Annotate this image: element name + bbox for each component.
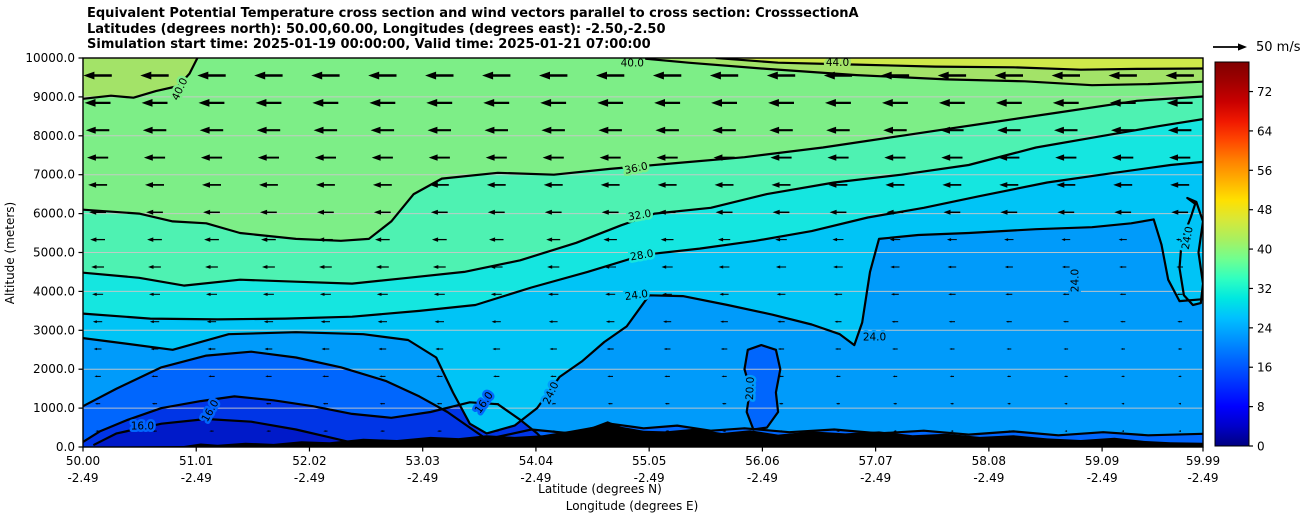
svg-text:10000.0: 10000.0	[25, 51, 75, 65]
svg-text:56.06: 56.06	[745, 454, 779, 468]
svg-text:56: 56	[1257, 164, 1272, 178]
svg-text:-2.49: -2.49	[294, 471, 325, 485]
svg-text:-2.49: -2.49	[520, 471, 551, 485]
svg-text:9000.0: 9000.0	[33, 90, 75, 104]
svg-text:40: 40	[1257, 243, 1272, 257]
svg-text:-2.49: -2.49	[407, 471, 438, 485]
x-axis-label-longitude: Longitude (degrees E)	[565, 499, 699, 513]
svg-text:16: 16	[1257, 361, 1272, 375]
svg-text:0.0: 0.0	[56, 440, 75, 454]
svg-text:4000.0: 4000.0	[33, 284, 75, 298]
svg-text:54.04: 54.04	[519, 454, 553, 468]
svg-text:1000.0: 1000.0	[33, 401, 75, 415]
svg-text:55.05: 55.05	[632, 454, 666, 468]
svg-text:2000.0: 2000.0	[33, 362, 75, 376]
svg-text:36.0: 36.0	[623, 160, 648, 177]
svg-text:-2.49: -2.49	[1187, 471, 1218, 485]
svg-text:32: 32	[1257, 282, 1272, 296]
wind-reference-label: 50 m/s	[1256, 40, 1301, 55]
x-axis-label-latitude: Latitude (degrees N)	[538, 482, 662, 496]
svg-text:58.08: 58.08	[972, 454, 1006, 468]
svg-text:59.99: 59.99	[1186, 454, 1220, 468]
svg-text:24.0: 24.0	[1070, 269, 1082, 292]
svg-text:5000.0: 5000.0	[33, 246, 75, 260]
svg-text:53.03: 53.03	[406, 454, 440, 468]
svg-text:51.01: 51.01	[179, 454, 213, 468]
svg-text:59.09: 59.09	[1085, 454, 1119, 468]
svg-text:64: 64	[1257, 124, 1272, 138]
svg-text:8: 8	[1257, 400, 1265, 414]
svg-text:57.07: 57.07	[858, 454, 892, 468]
svg-text:72: 72	[1257, 85, 1272, 99]
title-line-2: Latitudes (degrees north): 50.00,60.00, …	[87, 21, 666, 37]
svg-text:6000.0: 6000.0	[33, 207, 75, 221]
svg-text:-2.49: -2.49	[634, 471, 665, 485]
svg-text:-2.49: -2.49	[67, 471, 98, 485]
svg-text:50.00: 50.00	[66, 454, 100, 468]
title-line-3: Simulation start time: 2025-01-19 00:00:…	[87, 37, 651, 52]
svg-text:24: 24	[1257, 321, 1272, 335]
svg-text:8000.0: 8000.0	[33, 129, 75, 143]
svg-text:48: 48	[1257, 203, 1272, 217]
svg-text:-2.49: -2.49	[973, 471, 1004, 485]
title-line-1: Equivalent Potential Temperature cross s…	[87, 6, 859, 21]
y-axis-label: Altitude (meters)	[3, 201, 17, 305]
svg-text:40.0: 40.0	[621, 58, 644, 70]
svg-text:-2.49: -2.49	[1087, 471, 1118, 485]
svg-text:3000.0: 3000.0	[33, 323, 75, 337]
svg-text:20.0: 20.0	[744, 376, 757, 400]
figure-title: Equivalent Potential Temperature cross s…	[87, 6, 859, 53]
svg-text:-2.49: -2.49	[181, 471, 212, 485]
svg-text:-2.49: -2.49	[747, 471, 778, 485]
svg-text:7000.0: 7000.0	[33, 168, 75, 182]
svg-text:24.0: 24.0	[863, 332, 886, 344]
svg-text:16.0: 16.0	[131, 421, 154, 433]
svg-text:44.0: 44.0	[826, 57, 849, 69]
svg-text:52.02: 52.02	[292, 454, 326, 468]
svg-text:-2.49: -2.49	[860, 471, 891, 485]
svg-text:0: 0	[1257, 440, 1265, 454]
